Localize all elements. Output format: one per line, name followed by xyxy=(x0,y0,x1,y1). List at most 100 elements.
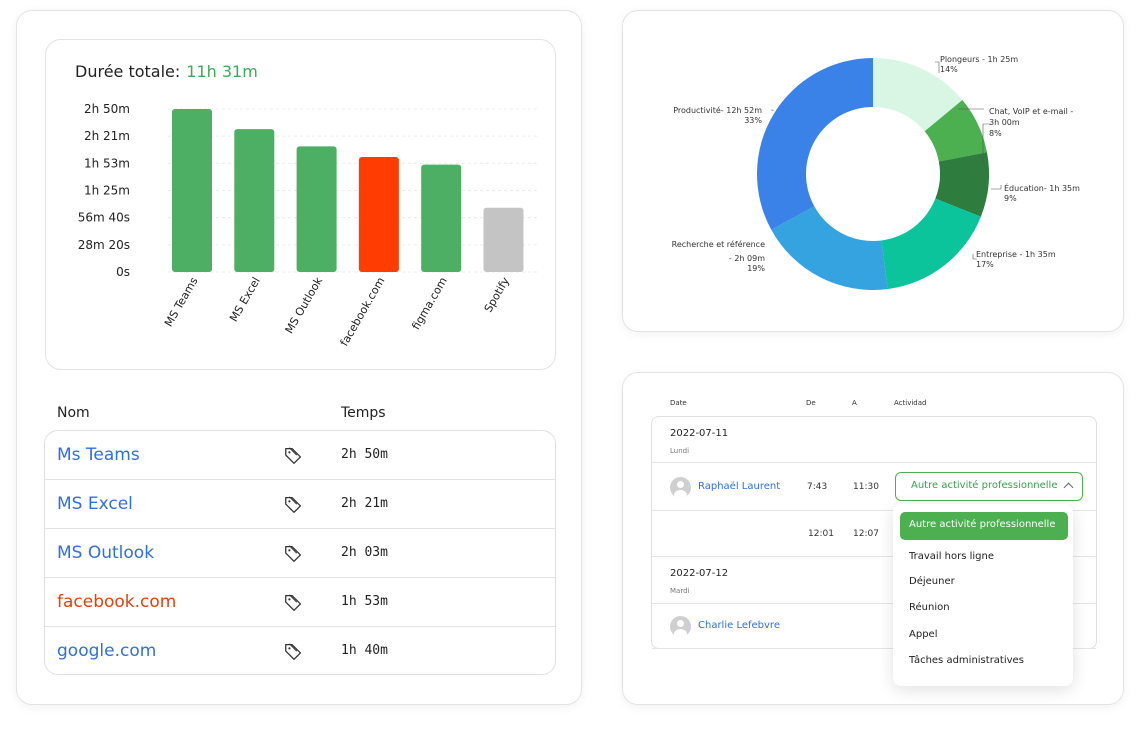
start-time: 12:01 xyxy=(808,529,834,539)
dropdown-option[interactable]: Autre activité professionnelle xyxy=(900,512,1068,540)
pct-plongeurs: 14% xyxy=(940,65,958,74)
end-time: 11:30 xyxy=(853,482,879,492)
y-tick-label: 56m 40s xyxy=(78,211,130,225)
avatar xyxy=(670,616,691,637)
app-name[interactable]: Ms Teams xyxy=(57,445,140,465)
person-name[interactable]: Charlie Lefebvre xyxy=(698,620,780,631)
activity-row[interactable]: Charlie Lefebvre xyxy=(652,604,1096,649)
end-time: 12:07 xyxy=(853,529,879,539)
bar[interactable] xyxy=(172,109,212,272)
app-name[interactable]: google.com xyxy=(57,641,157,661)
bar[interactable] xyxy=(296,146,337,272)
x-tick-label: figma.com xyxy=(409,275,449,332)
bar-chart: 2h 50m 2h 21m 1h 53m 1h 25m 56m 40s 28m 20s 0s… xyxy=(78,102,538,348)
activity-select[interactable]: Autre activité professionnelle xyxy=(895,472,1083,501)
header-from: De xyxy=(806,399,816,407)
activity-select-value: Autre activité professionnelle xyxy=(911,480,1058,491)
x-tick-label: MS Excel xyxy=(227,275,263,324)
label-chat-time: 3h 00m xyxy=(989,118,1020,127)
bar[interactable] xyxy=(234,129,275,272)
category-donut-card: Plongeurs - 1h 25m 14% Chat, VoIP et e-m… xyxy=(622,10,1124,332)
header-activity: Actividad xyxy=(894,399,927,407)
bar-chart-panel: Durée totale: 11h 31m 2h 50m 2h 21m 1h 53m 1… xyxy=(45,39,556,370)
tag-icon[interactable] xyxy=(283,641,305,663)
activity-table: 2022-07-11 Lundi Raphaël Laurent 7:43 11… xyxy=(651,416,1097,649)
y-tick-label: 0s xyxy=(116,265,130,279)
y-tick-label: 1h 53m xyxy=(84,156,130,170)
donut-slice[interactable] xyxy=(924,100,987,162)
day-date: 2022-07-11 xyxy=(670,428,729,439)
app-time: 1h 53m xyxy=(341,594,388,609)
bar[interactable] xyxy=(483,207,524,272)
app-name[interactable]: facebook.com xyxy=(57,592,177,612)
table-row[interactable]: facebook.com 1h 53m xyxy=(45,578,555,627)
dropdown-option[interactable]: Réunion xyxy=(909,602,950,613)
pct-entreprise: 17% xyxy=(976,260,994,269)
tag-icon[interactable] xyxy=(283,494,305,516)
x-tick-label: MS Outlook xyxy=(283,274,326,335)
app-name[interactable]: MS Excel xyxy=(57,494,133,514)
activity-row[interactable]: Raphaël Laurent 7:43 11:30 xyxy=(652,463,1096,511)
col-name-header: Nom xyxy=(57,405,90,421)
tag-icon[interactable] xyxy=(283,543,305,565)
activity-dropdown-menu: Autre activité professionnelle Travail h… xyxy=(893,504,1073,686)
table-row[interactable]: Ms Teams 2h 50m xyxy=(45,431,555,480)
table-row[interactable]: MS Outlook 2h 03m xyxy=(45,529,555,578)
total-label: Durée totale: xyxy=(75,62,181,81)
person-name[interactable]: Raphaël Laurent xyxy=(698,481,781,492)
day-weekday: Lundi xyxy=(670,447,690,455)
col-time-header: Temps xyxy=(341,405,386,421)
day-date: 2022-07-12 xyxy=(670,568,729,579)
chart-title: Durée totale: 11h 31m xyxy=(75,62,258,81)
avatar xyxy=(670,477,691,498)
pct-education: 9% xyxy=(1004,194,1017,203)
apps-table: Ms Teams 2h 50m MS Excel 2h 21m MS Outlo… xyxy=(44,430,556,675)
donut-slice[interactable] xyxy=(935,152,989,217)
app-time: 2h 03m xyxy=(341,545,388,560)
label-entreprise: Entreprise - 1h 35m xyxy=(976,250,1056,259)
label-recherche: Recherche et référence xyxy=(672,239,765,249)
app-time: 2h 50m xyxy=(341,447,388,462)
label-recherche-time: - 2h 09m xyxy=(729,254,765,263)
app-time: 2h 21m xyxy=(341,496,388,511)
pct-recherche: 19% xyxy=(747,264,765,273)
label-chat: Chat, VoIP et e-mail - xyxy=(989,107,1073,116)
start-time: 7:43 xyxy=(807,482,828,492)
header-date: Date xyxy=(670,399,687,407)
dropdown-option[interactable]: Tâches administratives xyxy=(909,655,1024,666)
pct-chat: 8% xyxy=(989,129,1002,138)
donut-slice[interactable] xyxy=(873,58,963,132)
day-row: 2022-07-12 Mardi xyxy=(652,557,1096,604)
x-tick-label: Spotify xyxy=(482,275,513,315)
day-row: 2022-07-11 Lundi xyxy=(652,417,1096,463)
x-tick-label: facebook.com xyxy=(338,275,388,348)
bar[interactable] xyxy=(358,156,399,272)
app-name[interactable]: MS Outlook xyxy=(57,543,155,563)
label-education: Éducation- 1h 35m xyxy=(1004,182,1080,193)
donut-chart: Plongeurs - 1h 25m 14% Chat, VoIP et e-m… xyxy=(672,55,1080,290)
dropdown-option[interactable]: Appel xyxy=(909,629,938,640)
tag-icon[interactable] xyxy=(283,592,305,614)
table-row[interactable]: google.com 1h 40m xyxy=(45,627,555,674)
total-value: 11h 31m xyxy=(186,62,258,81)
tag-icon[interactable] xyxy=(283,445,305,467)
header-to: A xyxy=(852,399,857,407)
donut-slice[interactable] xyxy=(757,58,873,230)
activity-row[interactable]: 12:01 12:07 xyxy=(652,511,1096,557)
label-productivite: Productivité- 12h 52m xyxy=(673,105,762,115)
y-tick-label: 2h 50m xyxy=(84,102,130,116)
table-row[interactable]: MS Excel 2h 21m xyxy=(45,480,555,529)
dropdown-option[interactable]: Travail hors ligne xyxy=(909,551,995,562)
bar[interactable] xyxy=(421,164,462,272)
label-plongeurs: Plongeurs - 1h 25m xyxy=(940,55,1018,64)
y-tick-label: 2h 21m xyxy=(84,129,130,143)
dropdown-option[interactable]: Déjeuner xyxy=(909,576,955,587)
x-tick-label: MS Teams xyxy=(162,275,201,329)
day-weekday: Mardi xyxy=(670,587,690,595)
donut-slice[interactable] xyxy=(771,206,888,290)
pct-productivite: 33% xyxy=(744,116,762,125)
y-tick-label: 1h 25m xyxy=(84,184,130,198)
donut-slice[interactable] xyxy=(881,198,981,290)
y-tick-label: 28m 20s xyxy=(78,238,130,252)
chevron-up-icon xyxy=(1063,482,1074,493)
